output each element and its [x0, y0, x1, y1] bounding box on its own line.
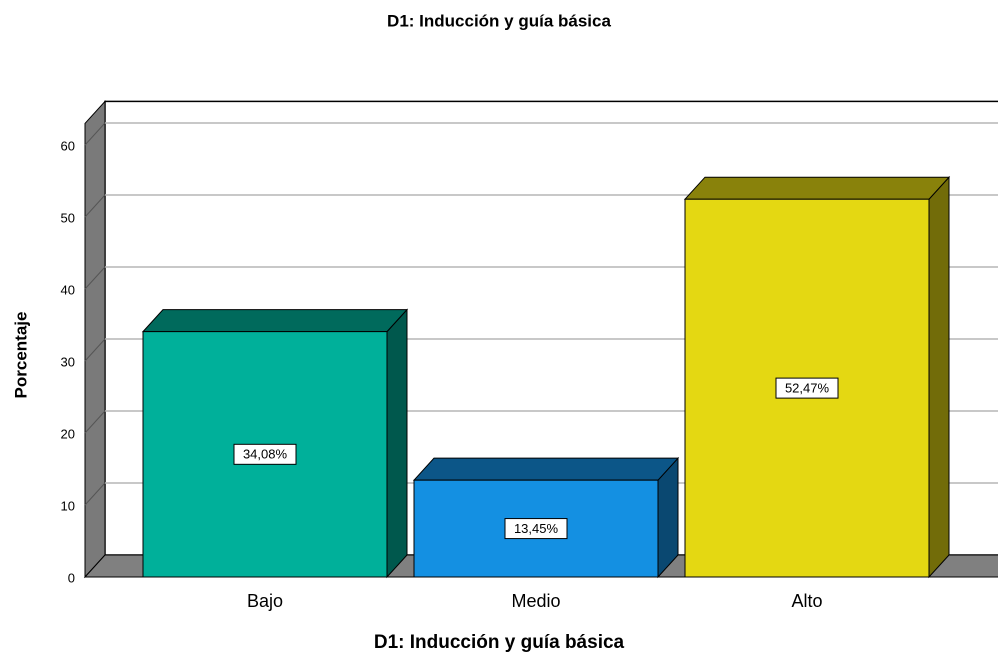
y-tick-label: 10 [61, 498, 75, 513]
y-tick-label: 20 [61, 426, 75, 441]
y-tick-label: 0 [68, 570, 75, 585]
y-tick-label: 40 [61, 282, 75, 297]
x-tick-label: Medio [511, 591, 560, 611]
bar-top [683, 176, 951, 200]
value-label-box [233, 443, 297, 465]
y-tick-label: 30 [61, 354, 75, 369]
value-label-box [504, 518, 568, 540]
grid-line-wall [84, 266, 106, 290]
grid-line-wall [84, 122, 106, 146]
bar-side [386, 308, 408, 579]
x-axis-title: D1: Inducción y guía básica [374, 632, 625, 653]
bar-top [141, 309, 409, 333]
bar-side [928, 175, 950, 579]
chart-title: D1: Inducción y guía básica [387, 11, 611, 30]
grid-line-wall [84, 194, 106, 218]
value-label-box [775, 377, 839, 399]
x-tick-label: Alto [791, 591, 822, 611]
y-axis-title: Porcentaje [11, 312, 30, 399]
value-label: 13,45% [514, 521, 559, 536]
value-label: 52,47% [785, 381, 830, 396]
y-tick-label: 60 [61, 138, 75, 153]
left-wall [84, 100, 106, 579]
y-tick-label: 50 [61, 210, 75, 225]
grid-line-wall [84, 482, 106, 506]
value-label: 34,08% [243, 447, 288, 462]
bar-top [412, 457, 680, 481]
grid-line-wall [84, 338, 106, 362]
x-tick-label: Bajo [247, 591, 283, 611]
grid-line-wall [84, 410, 106, 434]
